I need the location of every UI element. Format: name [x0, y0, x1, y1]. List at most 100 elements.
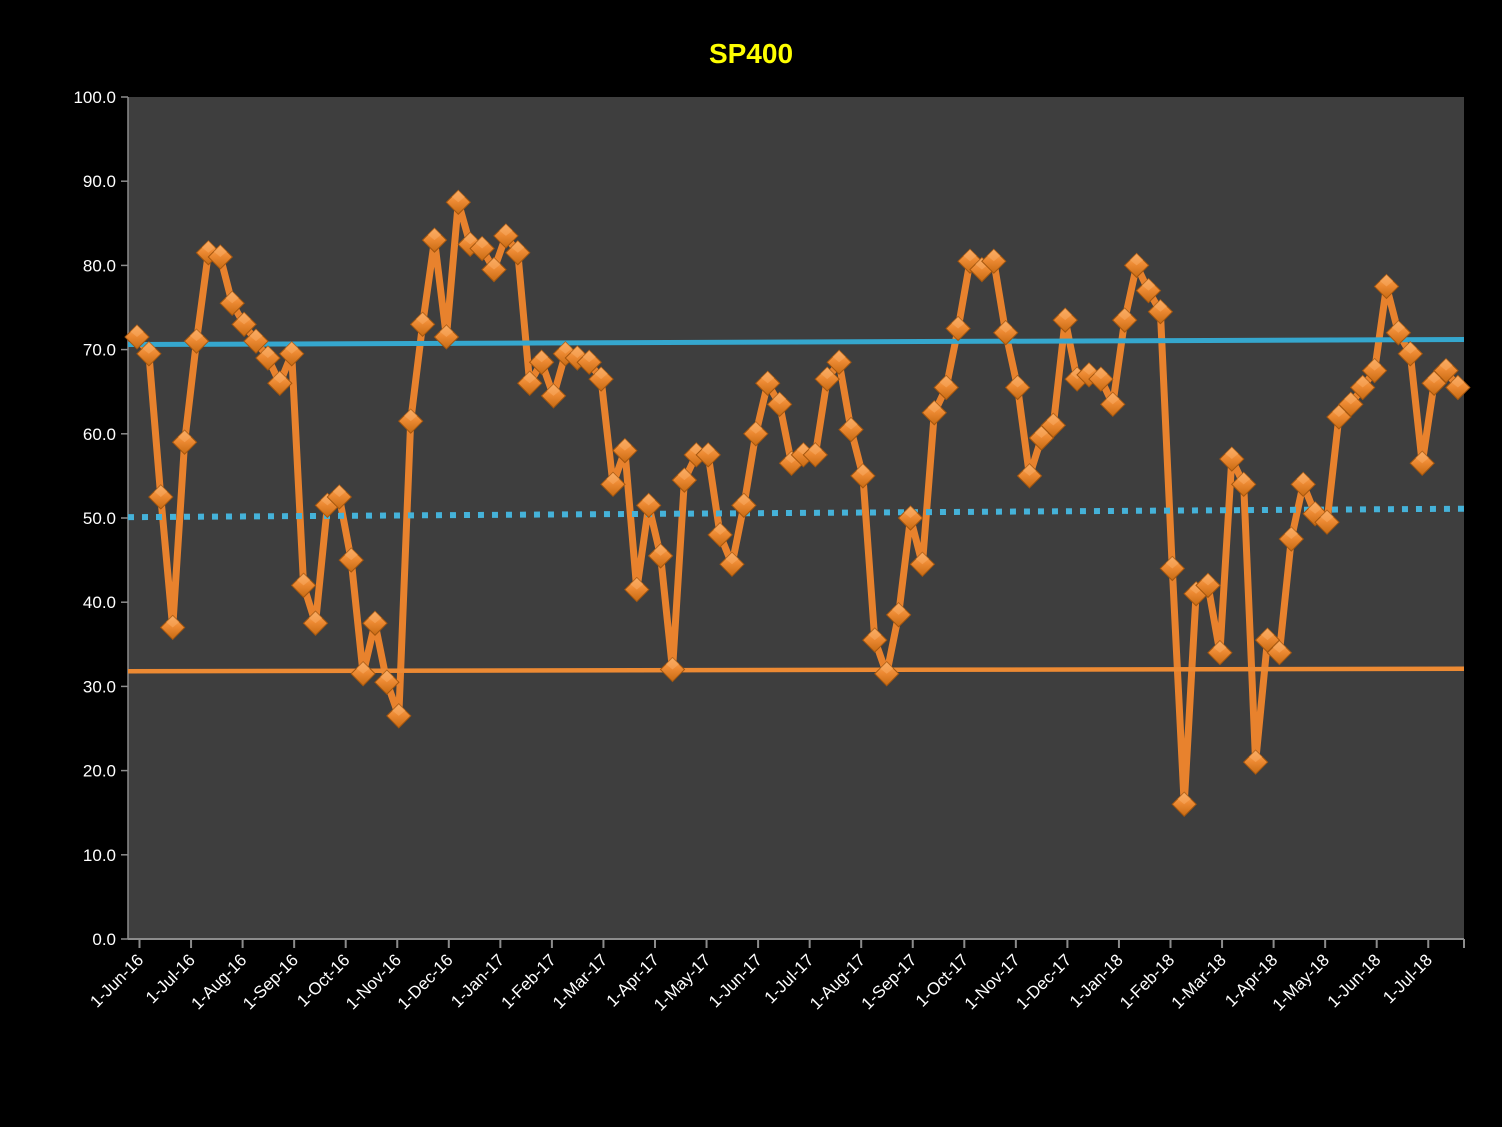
- marker-highlight: [1153, 299, 1167, 312]
- x-tick-label: 1-Dec-17: [1012, 950, 1075, 1013]
- marker-highlight: [1356, 375, 1370, 388]
- marker-highlight: [582, 350, 596, 363]
- marker-highlight: [1177, 792, 1191, 805]
- marker-highlight: [1106, 392, 1120, 405]
- marker-highlight: [951, 316, 965, 329]
- marker-highlight: [1320, 510, 1334, 523]
- marker-highlight: [677, 468, 691, 481]
- y-tick-label: 60.0: [83, 425, 116, 444]
- marker-highlight: [1368, 358, 1382, 371]
- marker-highlight: [1391, 320, 1405, 333]
- marker-highlight: [1046, 413, 1060, 426]
- marker-highlight: [142, 341, 156, 354]
- marker-highlight: [166, 615, 180, 628]
- marker-highlight: [511, 240, 525, 253]
- y-tick-label: 100.0: [73, 88, 116, 107]
- y-tick-label: 80.0: [83, 256, 116, 275]
- marker-highlight: [1022, 463, 1037, 476]
- marker-highlight: [130, 324, 144, 337]
- marker-highlight: [297, 573, 311, 586]
- marker-highlight: [154, 484, 168, 497]
- marker-highlight: [915, 552, 929, 565]
- marker-highlight: [927, 400, 941, 413]
- chart-title: SP400: [708, 38, 794, 69]
- y-axis: 0.0 10.0 20.0 30.0 40.0 50.0 60.0 70.0 80.0 90.0 1…: [73, 88, 129, 949]
- marker-highlight: [987, 249, 1001, 262]
- marker-highlight: [237, 312, 251, 325]
- marker-highlight: [1118, 308, 1132, 321]
- marker-highlight: [832, 350, 846, 363]
- marker-highlight: [285, 341, 299, 354]
- marker-highlight: [1141, 278, 1156, 291]
- marker-highlight: [178, 430, 192, 443]
- x-tick-label: 1-Mar-17: [549, 950, 611, 1012]
- marker-highlight: [903, 506, 918, 518]
- marker-highlight: [1249, 750, 1263, 763]
- marker-highlight: [725, 552, 739, 565]
- marker-highlight: [1427, 371, 1441, 384]
- marker-highlight: [344, 548, 358, 561]
- x-tick-label: 1-Jun-16: [86, 950, 147, 1011]
- marker-highlight: [1284, 527, 1298, 540]
- marker-highlight: [1094, 367, 1108, 380]
- marker-highlight: [475, 236, 489, 249]
- x-tick-label: 1-Sep-17: [858, 950, 921, 1013]
- marker-highlight: [963, 249, 977, 262]
- marker-highlight: [499, 223, 513, 236]
- marker-highlight: [273, 371, 287, 384]
- x-tick-label: 1-Feb-17: [498, 950, 560, 1012]
- x-axis: 1-Jun-161-Jul-161-Aug-161-Sep-161-Oct-16…: [86, 938, 1465, 1015]
- marker-highlight: [1011, 375, 1025, 388]
- marker-highlight: [1237, 472, 1251, 485]
- x-tick-label: 1-Jun-18: [1324, 950, 1385, 1011]
- y-tick-label: 90.0: [83, 172, 116, 191]
- marker-highlight: [975, 257, 989, 270]
- marker-highlight: [1058, 308, 1072, 321]
- marker-highlight: [523, 371, 537, 384]
- marker-highlight: [1201, 573, 1215, 586]
- marker-highlight: [308, 611, 323, 624]
- marker-highlight: [356, 661, 370, 674]
- marker-highlight: [451, 190, 465, 203]
- marker-highlight: [1189, 581, 1203, 594]
- marker-highlight: [558, 341, 572, 354]
- marker-highlight: [1379, 274, 1394, 287]
- marker-highlight: [249, 329, 263, 342]
- marker-highlight: [261, 346, 275, 359]
- marker-highlight: [1260, 628, 1275, 641]
- marker-highlight: [1213, 640, 1227, 653]
- marker-highlight: [1165, 556, 1179, 569]
- marker-highlight: [427, 228, 442, 241]
- marker-highlight: [213, 244, 227, 257]
- marker-highlight: [320, 493, 334, 506]
- x-tick-label: 1-Dec-16: [394, 950, 457, 1013]
- marker-highlight: [1225, 447, 1239, 460]
- lower-band-line: [127, 666, 1465, 674]
- marker-highlight: [332, 484, 346, 497]
- marker-highlight: [380, 670, 394, 683]
- y-tick-label: 30.0: [83, 677, 116, 696]
- marker-highlight: [749, 421, 763, 434]
- marker-highlight: [1415, 451, 1429, 464]
- marker-highlight: [1439, 358, 1453, 371]
- x-tick-label: 1-Mar-18: [1168, 950, 1230, 1012]
- y-tick-label: 20.0: [83, 762, 116, 781]
- marker-highlight: [1403, 341, 1417, 354]
- marker-highlight: [487, 257, 501, 270]
- upper-band-line: [127, 336, 1465, 348]
- marker-highlight: [761, 371, 775, 384]
- marker-highlight: [856, 463, 870, 476]
- marker-highlight: [1034, 426, 1048, 439]
- marker-highlight: [1308, 501, 1322, 514]
- marker-highlight: [570, 346, 584, 359]
- y-tick-label: 40.0: [83, 593, 116, 612]
- marker-highlight: [225, 291, 239, 304]
- marker-highlight: [880, 661, 894, 674]
- marker-highlight: [201, 240, 215, 253]
- marker-highlight: [594, 367, 608, 380]
- y-tick-label: 70.0: [83, 341, 116, 360]
- marker-highlight: [404, 409, 418, 422]
- y-tick-label: 50.0: [83, 509, 116, 528]
- x-tick-label: 1-Jan-18: [1066, 950, 1127, 1011]
